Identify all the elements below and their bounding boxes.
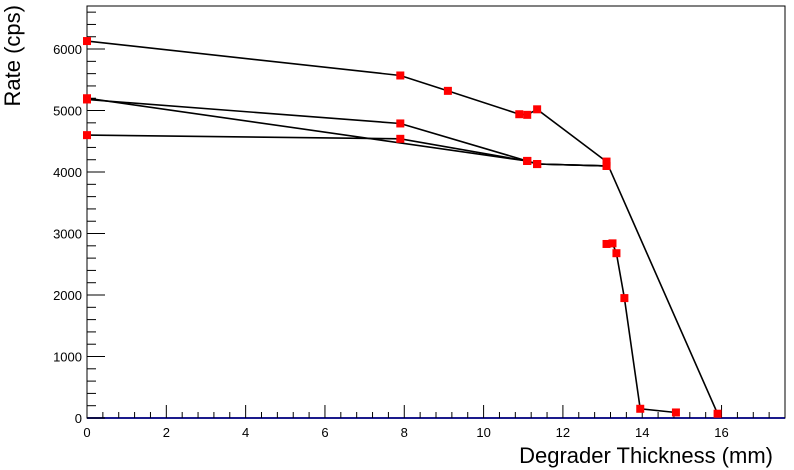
x-tick-label: 10 (476, 425, 490, 440)
plot-frame (86, 5, 786, 419)
series-line-1 (86, 40, 719, 415)
x-tick-label: 8 (401, 425, 408, 440)
x-tick-label: 0 (83, 425, 90, 440)
data-point (608, 239, 617, 248)
data-markers (83, 37, 722, 418)
data-point (523, 110, 532, 119)
data-point (602, 161, 611, 170)
data-point (396, 119, 405, 128)
tick-labels: 0 2 4 6 8 10 12 14 16 0 1000 2000 3000 4000 5000 6000 (53, 42, 729, 440)
series-lines (86, 40, 719, 415)
y-tick-label: 5000 (53, 104, 82, 119)
y-tick-label: 1000 (53, 350, 82, 365)
data-point (396, 71, 405, 80)
plot-border (86, 5, 786, 419)
data-point (636, 404, 645, 413)
x-tick-label: 4 (242, 425, 249, 440)
y-tick-label: 6000 (53, 42, 82, 57)
data-point (523, 156, 532, 165)
data-point (612, 249, 621, 258)
data-point (515, 110, 524, 119)
x-tick-label: 6 (321, 425, 328, 440)
data-point (602, 239, 611, 248)
data-point (83, 37, 91, 46)
series-line-4 (86, 97, 607, 167)
series-line-5 (606, 242, 676, 414)
y-axis-title: Rate (cps) (0, 5, 25, 106)
data-point (533, 105, 542, 114)
x-axis-title: Degrader Thickness (mm) (519, 443, 773, 468)
data-point (602, 157, 611, 166)
y-tick-label: 2000 (53, 288, 82, 303)
data-point (443, 86, 452, 95)
y-tick-label: 0 (75, 411, 82, 426)
data-point (83, 94, 91, 103)
data-point (620, 294, 629, 303)
x-tick-label: 16 (714, 425, 728, 440)
axis-ticks (86, 11, 786, 419)
y-tick-label: 3000 (53, 227, 82, 242)
x-tick-label: 2 (163, 425, 170, 440)
data-point (713, 409, 722, 418)
y-tick-label: 4000 (53, 165, 82, 180)
x-tick-label: 14 (635, 425, 649, 440)
data-point (533, 160, 542, 169)
x-tick-label: 12 (556, 425, 570, 440)
data-point (671, 408, 680, 417)
data-point (396, 134, 405, 143)
data-point (83, 131, 91, 140)
